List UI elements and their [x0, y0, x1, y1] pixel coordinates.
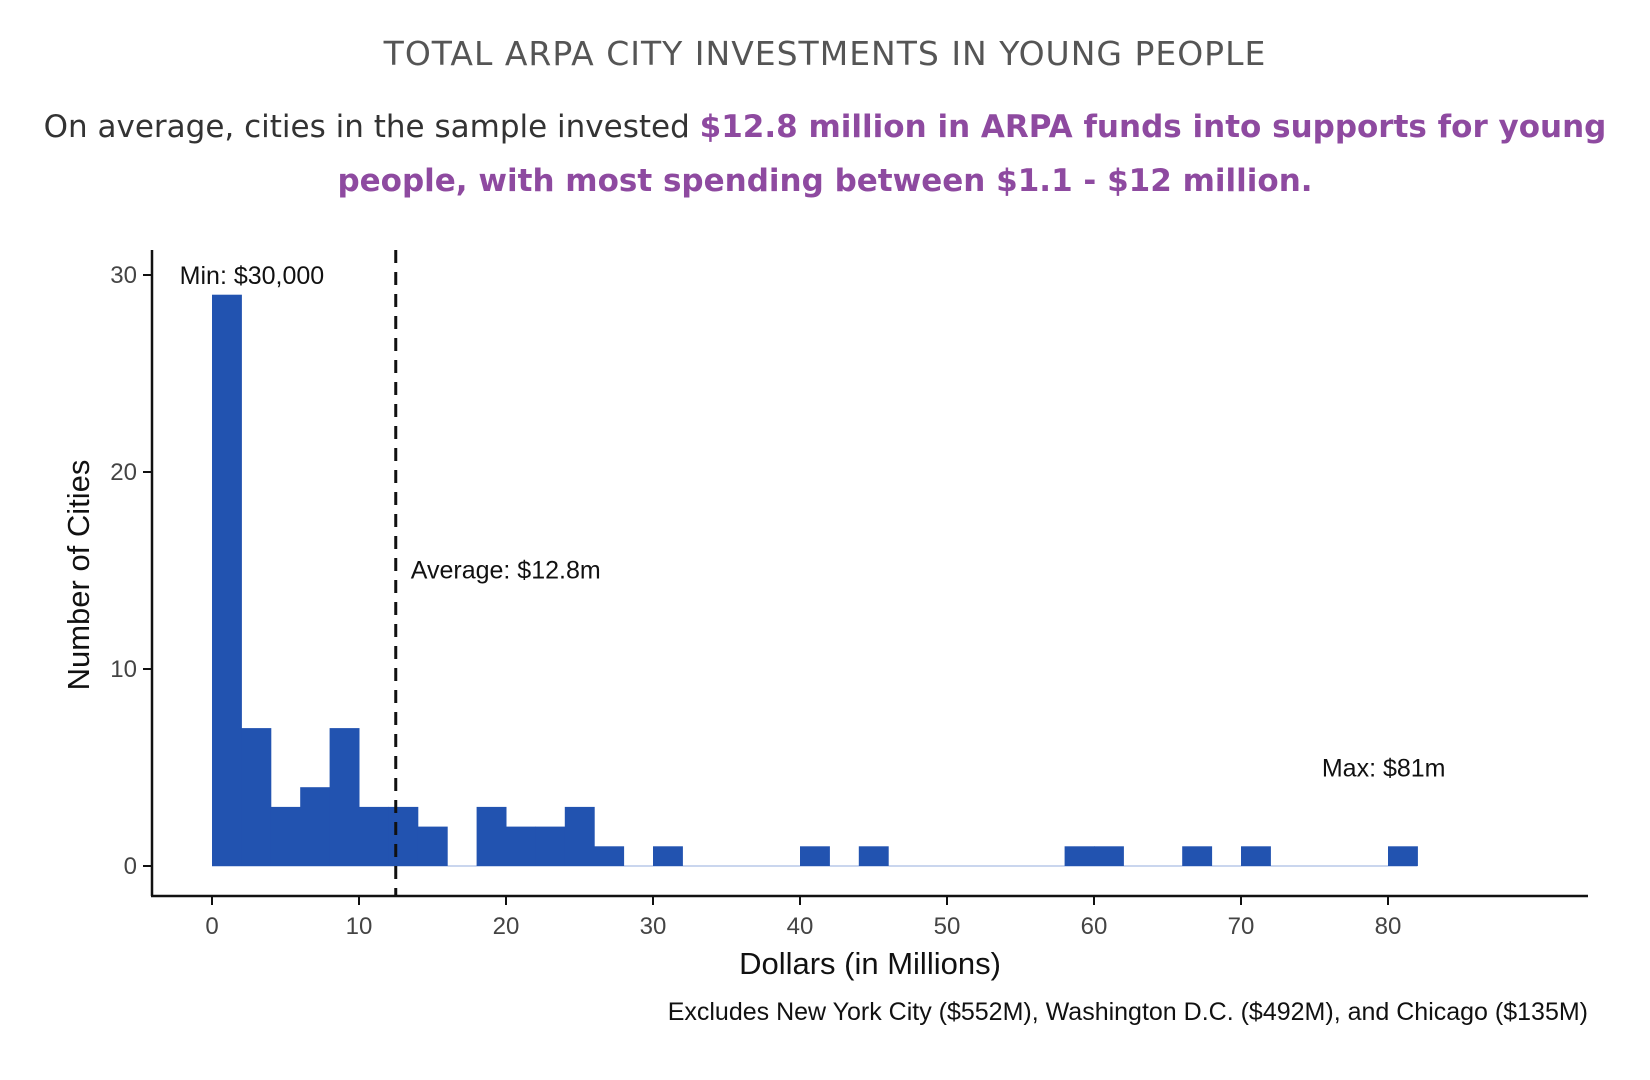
x-tick-label: 40 — [787, 913, 814, 940]
histogram-bar — [506, 826, 536, 866]
subtitle-highlight: $12.8 million in ARPA funds into support… — [337, 109, 1607, 199]
x-tick-label: 70 — [1228, 913, 1255, 940]
subtitle-plain: On average, cities in the sample investe… — [43, 109, 700, 145]
x-axis-label: Dollars (in Millions) — [739, 946, 1001, 981]
histogram-bar — [800, 846, 830, 866]
x-tick-label: 30 — [640, 913, 667, 940]
max-annotation: Max: $81m — [1322, 755, 1446, 783]
histogram-bar — [1388, 846, 1418, 866]
y-tick-label: 10 — [110, 656, 137, 683]
histogram-bar — [564, 806, 595, 866]
histogram-bar — [212, 294, 242, 866]
histogram-bar — [1064, 846, 1095, 866]
histogram-bar — [1241, 846, 1271, 866]
x-tick-label: 20 — [493, 913, 520, 940]
x-tick-label: 80 — [1375, 913, 1402, 940]
histogram-bar — [270, 806, 301, 866]
histogram-bar — [594, 846, 625, 866]
chart-subtitle: On average, cities in the sample investe… — [40, 100, 1610, 208]
y-tick-label: 30 — [110, 262, 137, 289]
histogram-bar — [388, 806, 419, 866]
x-tick-label: 60 — [1081, 913, 1108, 940]
histogram-bar — [329, 728, 360, 866]
histogram-bar — [476, 806, 507, 866]
x-tick-label: 10 — [346, 913, 373, 940]
bars — [212, 294, 1418, 867]
histogram-bar — [241, 728, 272, 866]
y-axis-label: Number of Cities — [61, 460, 96, 691]
histogram-bar — [653, 846, 683, 866]
ticks: 0 10 20 30 40 50 60 70 80 0 10 20 30 — [110, 262, 1401, 940]
y-tick-label: 0 — [124, 853, 137, 880]
histogram-bar — [300, 787, 331, 866]
chart-title: TOTAL ARPA CITY INVESTMENTS IN YOUNG PEO… — [383, 34, 1267, 73]
histogram-bar — [359, 806, 389, 866]
x-tick-label: 0 — [205, 913, 218, 940]
average-label: Average: $12.8m — [411, 557, 601, 585]
exclusion-note: Excludes New York City ($552M), Washingt… — [668, 998, 1588, 1026]
x-tick-label: 50 — [934, 913, 961, 940]
histogram-bar — [1094, 846, 1124, 866]
histogram-bar — [1182, 846, 1213, 866]
min-annotation: Min: $30,000 — [180, 262, 325, 290]
histogram-bar — [535, 826, 566, 866]
histogram-bar — [858, 846, 889, 866]
histogram-bar — [417, 826, 448, 866]
y-tick-label: 20 — [110, 459, 137, 486]
